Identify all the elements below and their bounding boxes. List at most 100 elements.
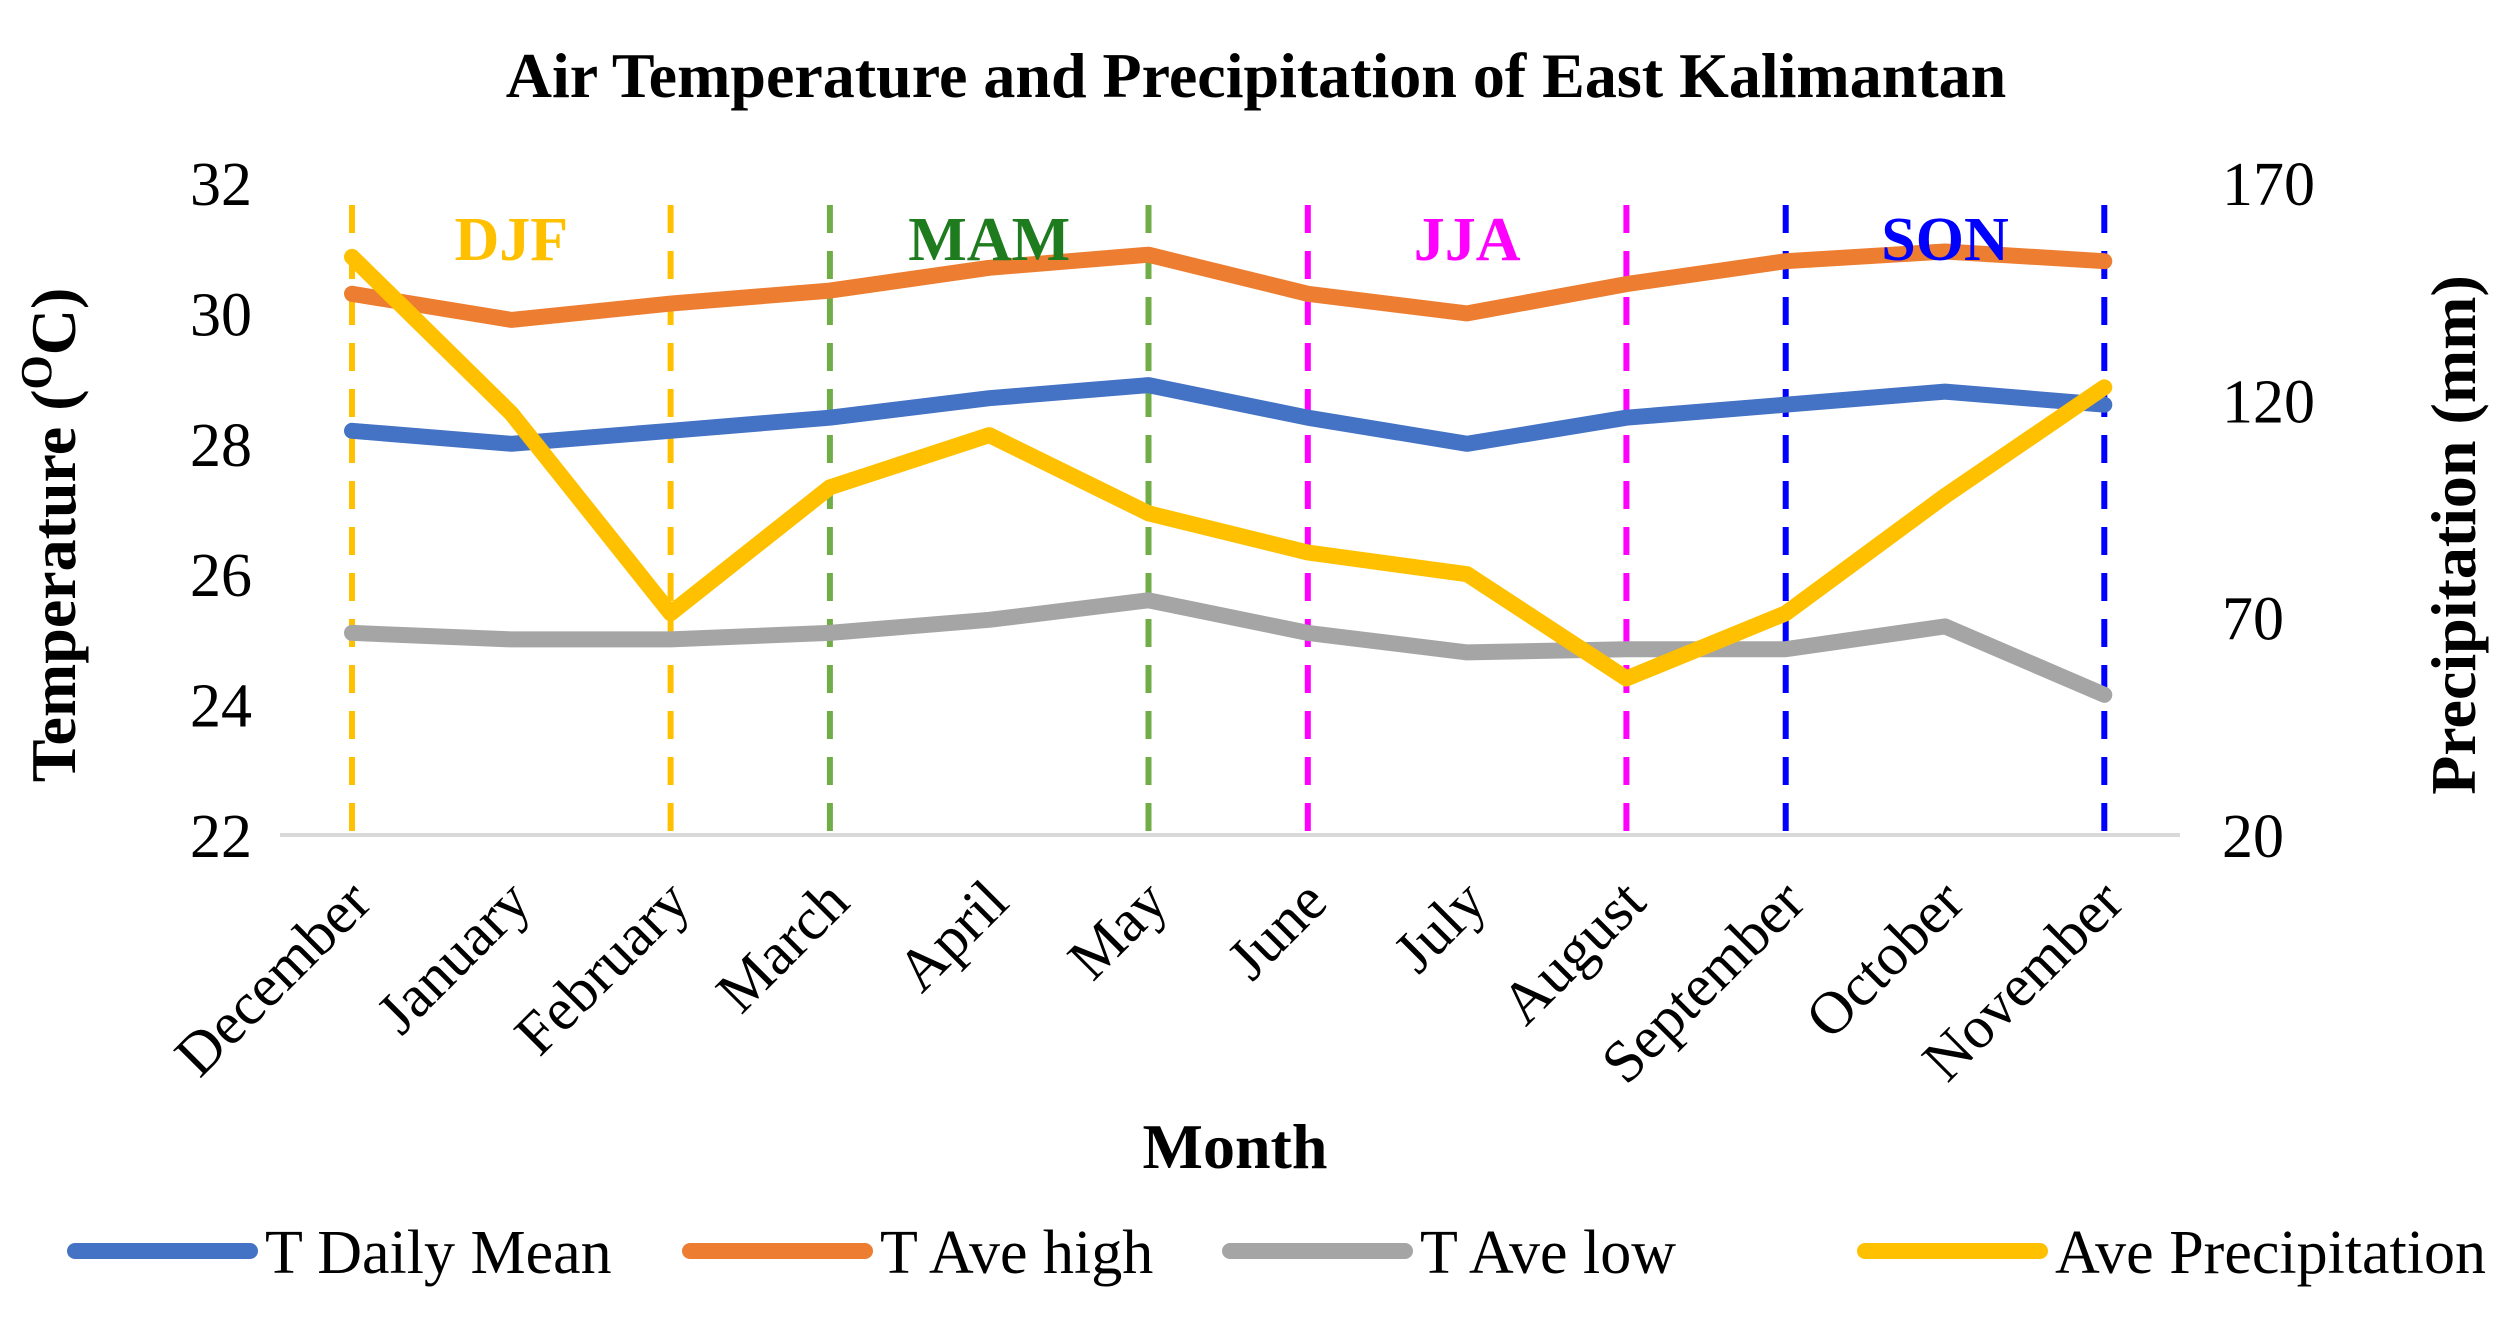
y-tick-label: 26 [190,542,252,610]
y-axis-title-base: Temperature ( [18,389,89,782]
data-point-t-ave-high-july [1465,311,1470,316]
data-point-t-ave-low-november [2102,692,2107,697]
data-point-ave-precipitation-november [2102,385,2107,390]
data-point-t-ave-low-july [1465,650,1470,655]
data-point-ave-precipitation-may [1146,511,1151,516]
data-point-t-ave-high-january [509,317,514,322]
data-point-t-daily-mean-august [1624,415,1629,420]
data-point-t-ave-low-june [1305,630,1310,635]
y-axis-title-end: C) [18,288,89,356]
data-point-t-daily-mean-september [1783,402,1788,407]
data-point-t-daily-mean-march [827,415,832,420]
legend-label: Ave Precipitation [2055,1219,2486,1287]
data-point-t-ave-low-september [1783,647,1788,652]
x-tick-label-may: May [1055,868,1179,992]
data-point-ave-precipitation-march [827,485,832,490]
series-t-daily-mean [344,377,2113,452]
data-point-t-ave-high-september [1783,259,1788,264]
data-point-t-ave-high-august [1624,282,1629,287]
legend-item-ave-precipitation: Ave Precipitation [1857,1219,2486,1287]
season-label-djf: DJF [454,206,568,274]
x-tick-label-july: July [1381,868,1498,985]
data-point-t-ave-high-december [350,291,354,296]
season-label-mam: MAM [908,206,1070,274]
season-labels: DJF MAM JJA SON [454,206,2008,274]
series-line-t-daily-mean [344,377,2113,452]
legend-item-t-ave-low: T Ave low [1222,1219,1676,1287]
data-point-t-ave-high-november [2102,259,2107,264]
y-axis-title-superscript: O [12,355,61,389]
y2-tick-label: 70 [2222,586,2284,654]
y-tick-label: 32 [190,151,252,219]
x-tick-label-february: February [502,868,702,1068]
data-point-t-ave-high-february [668,301,673,306]
data-point-t-ave-high-october [1943,249,1947,254]
x-tick-label-march: March [704,868,861,1025]
series-t-ave-low [344,592,2113,703]
data-point-t-daily-mean-november [2102,402,2107,407]
x-axis-title: Month [1143,1111,1328,1182]
y-tick-label: 22 [190,803,252,871]
data-point-t-ave-low-march [827,630,832,635]
data-point-t-ave-low-october [1943,624,1947,629]
data-point-ave-precipitation-february [668,611,673,616]
data-point-t-daily-mean-july [1465,441,1470,446]
series-line-t-ave-high [344,243,2113,328]
y-axis-title: Temperature (OC) [12,288,89,783]
season-label-jja: JJA [1414,206,1521,274]
y-tick-label: 30 [190,281,252,349]
series-t-ave-high [344,243,2113,328]
y2-axis-ticks: 20 70 120 170 [2222,151,2315,871]
data-point-t-ave-low-january [509,637,514,642]
data-point-t-daily-mean-may [1146,383,1151,388]
data-point-ave-precipitation-september [1783,611,1788,616]
data-point-ave-precipitation-august [1624,676,1629,681]
data-point-t-ave-low-may [1146,598,1151,603]
data-point-t-daily-mean-january [509,441,514,446]
series-lines [344,243,2113,703]
legend-item-t-ave-high: T Ave high [682,1219,1153,1287]
legend-item-t-daily-mean: T Daily Mean [67,1219,612,1287]
x-tick-label-december: December [162,868,383,1089]
chart-title: Air Temperature and Precipitation of Eas… [506,40,2006,111]
data-point-t-daily-mean-october [1943,389,1947,394]
data-point-t-daily-mean-december [350,428,354,433]
series-line-ave-precipitation [344,248,2113,687]
y-tick-label: 28 [190,412,252,480]
data-point-t-ave-high-june [1305,291,1310,296]
data-point-t-ave-low-december [350,630,354,635]
data-point-ave-precipitation-january [509,411,514,416]
y2-tick-label: 170 [2222,151,2315,219]
y2-tick-label: 20 [2222,803,2284,871]
x-tick-label-april: April [884,868,1020,1004]
series-ave-precipitation [344,248,2113,687]
data-point-t-ave-high-may [1146,252,1151,257]
season-lines [349,205,2108,840]
y-axis-ticks: 22 24 26 28 30 32 [190,151,252,871]
series-line-t-ave-low [344,592,2113,703]
data-point-t-ave-high-march [827,288,832,293]
legend-label: T Daily Mean [265,1219,612,1287]
legend-label: T Ave high [880,1219,1153,1287]
data-point-t-ave-low-april [987,617,992,622]
x-tick-label-june: June [1215,868,1339,992]
data-point-t-daily-mean-february [668,428,673,433]
data-point-t-daily-mean-april [987,396,992,401]
data-point-t-ave-low-august [1624,647,1629,652]
data-point-ave-precipitation-june [1305,550,1310,555]
season-label-son: SON [1881,206,2008,274]
y-tick-label: 24 [190,673,252,741]
data-point-t-ave-high-april [987,265,992,270]
data-point-ave-precipitation-october [1943,494,1947,498]
legend-label: T Ave low [1420,1219,1676,1287]
data-point-t-ave-low-february [668,637,673,642]
data-point-ave-precipitation-july [1465,572,1470,577]
y2-axis-title: Precipitation (mm) [2418,275,2489,795]
data-point-ave-precipitation-december [350,254,354,259]
legend: T Daily Mean T Ave high T Ave low Ave Preci… [67,1219,2486,1287]
data-point-t-daily-mean-june [1305,415,1310,420]
data-point-ave-precipitation-april [987,433,992,438]
y2-tick-label: 120 [2222,368,2315,436]
